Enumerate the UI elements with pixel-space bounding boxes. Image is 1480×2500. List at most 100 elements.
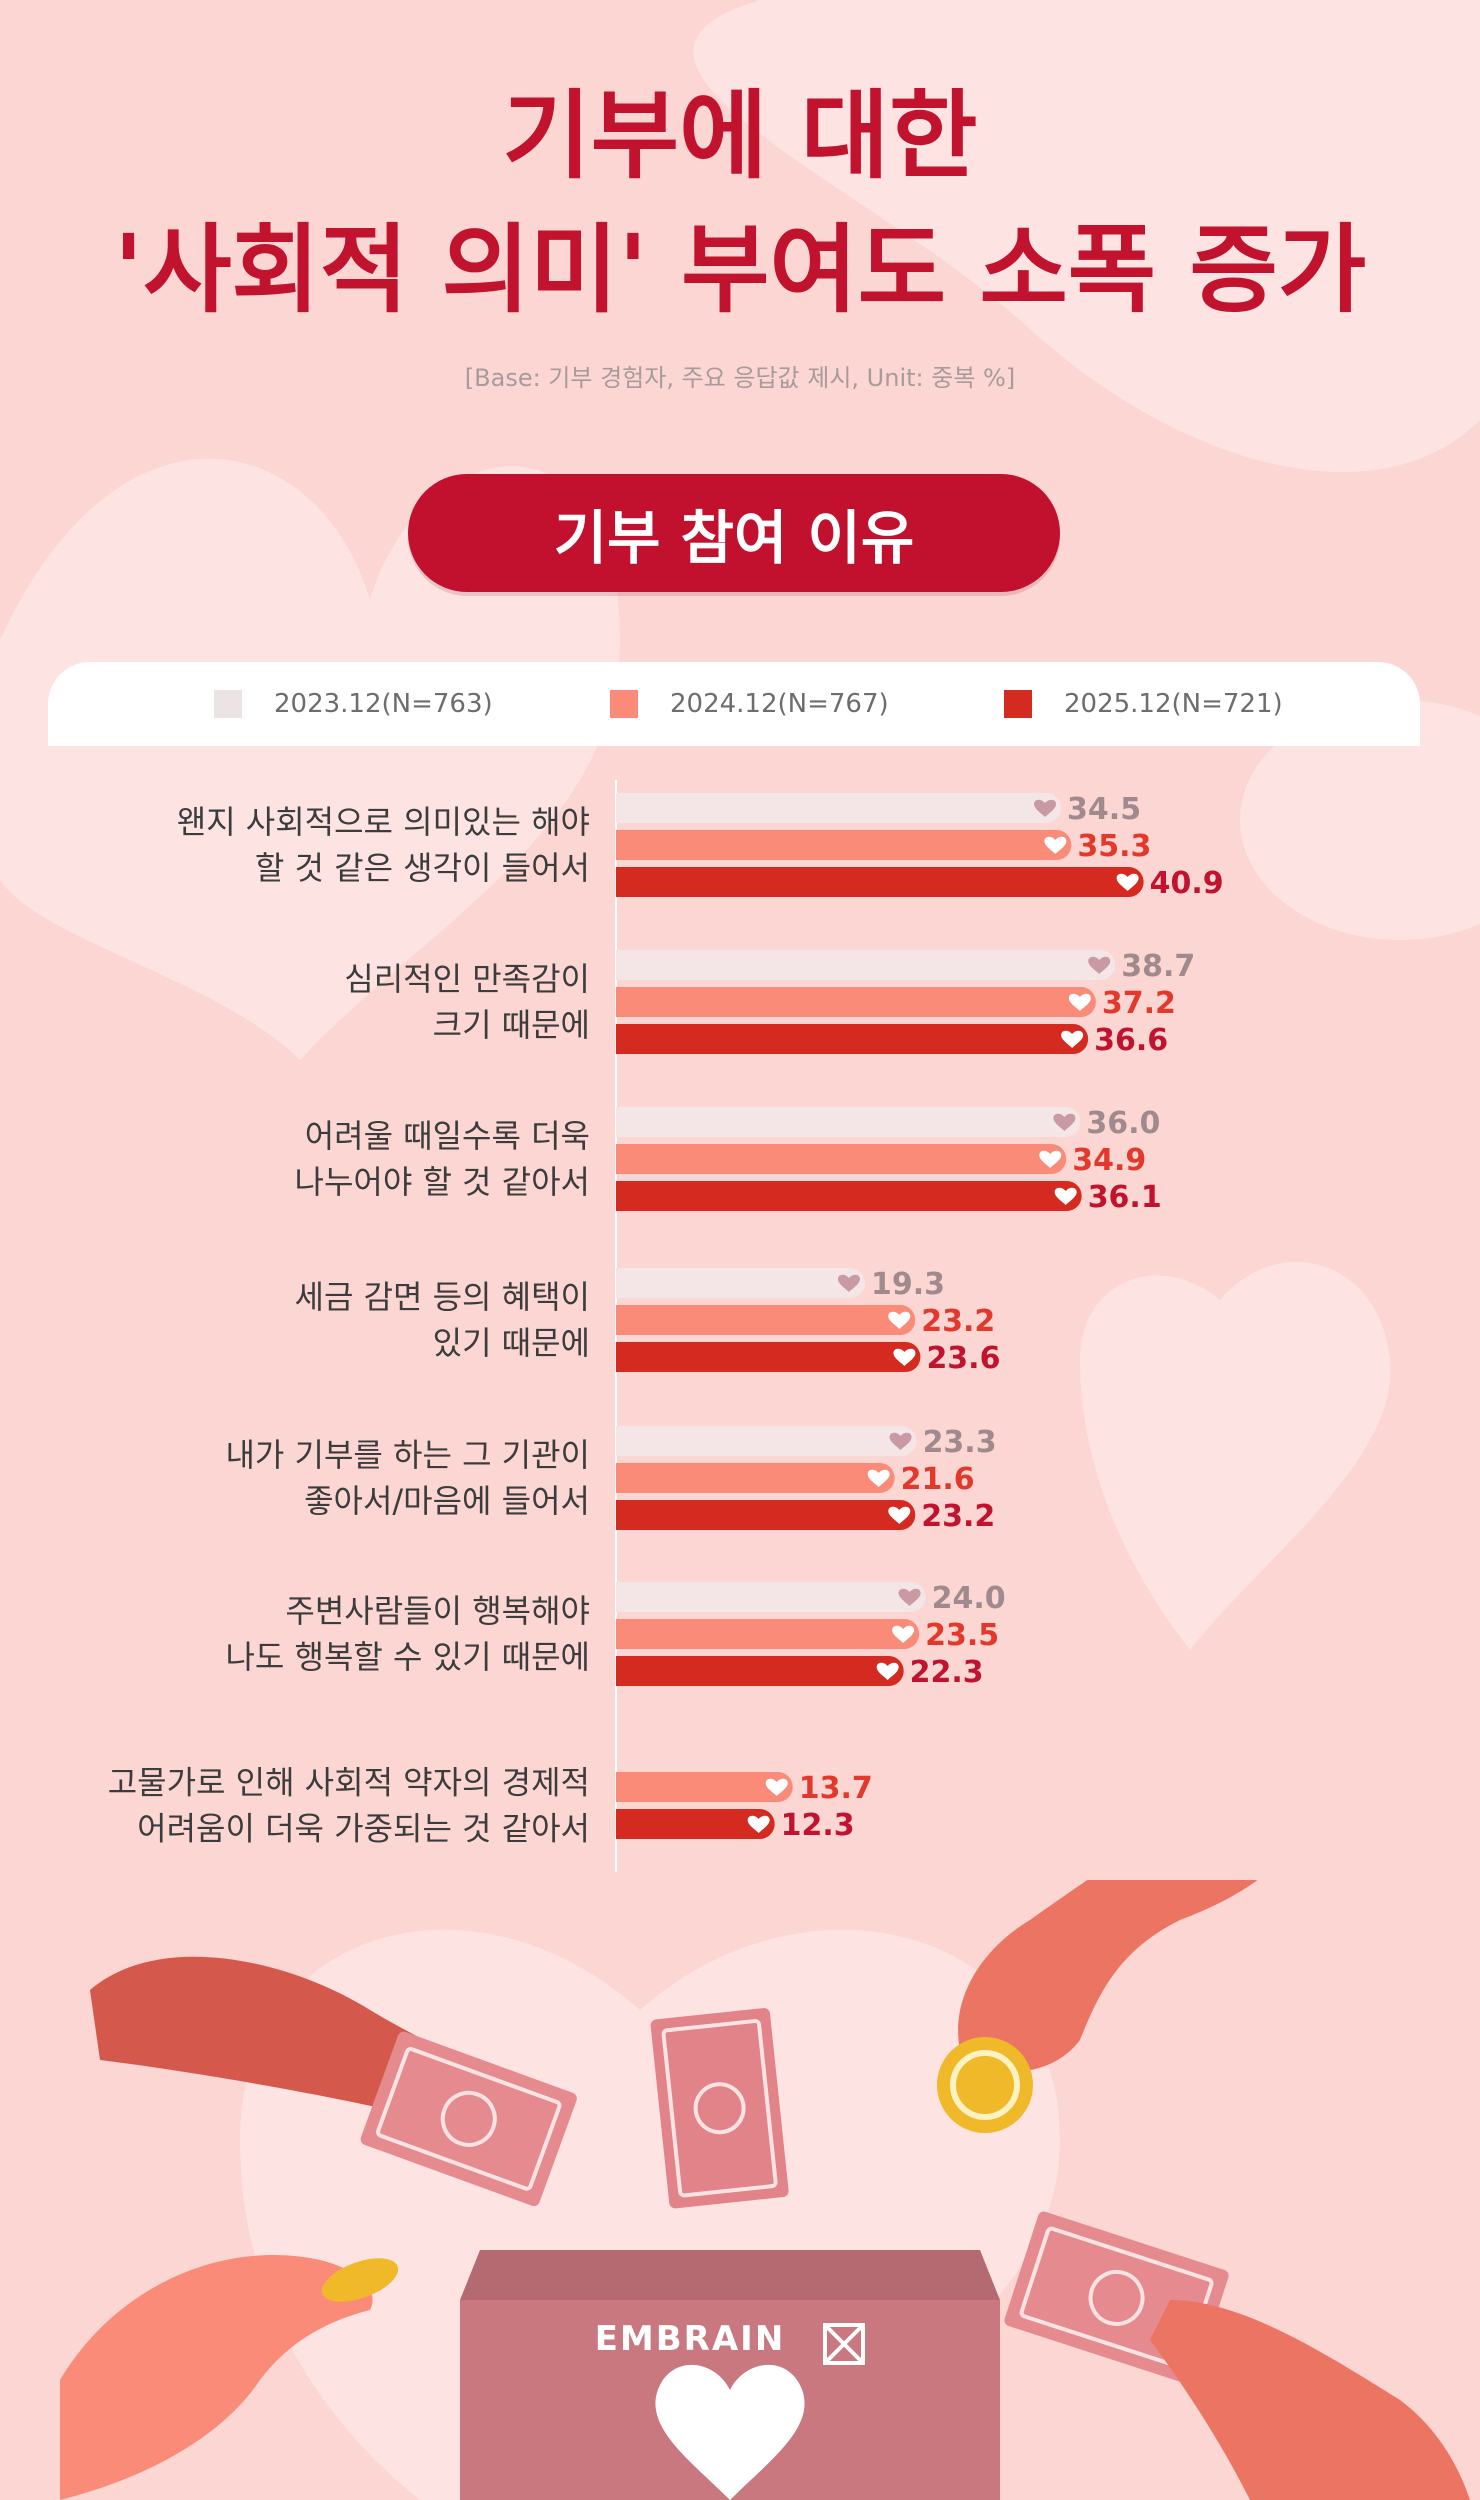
bar-2024-base [616,1772,646,1802]
heart-marker-icon [888,1311,911,1329]
bar-2024-base [616,987,646,1017]
heart-marker-icon [1053,1113,1076,1131]
bar-2024 [616,1772,793,1802]
bar-2025 [616,1656,904,1686]
value-label-2025: 36.1 [1088,1180,1162,1215]
bar-2024 [616,1463,895,1493]
category-label-line: 어려울 때일수록 더욱 [305,1117,590,1155]
value-label-2023: 19.3 [871,1267,945,1302]
value-label-2023: 36.0 [1086,1106,1160,1141]
category-label-line: 내가 기부를 하는 그 기관이 [225,1436,590,1474]
category-label-line: 어려움이 더욱 가중되는 것 같아서 [137,1810,590,1848]
bg-blob-right [1240,700,1480,940]
category-label-line: 할 것 같은 생각이 들어서 [255,849,590,887]
value-label-2025: 23.2 [921,1499,995,1534]
legend-item-2025: 2025.12(N=721) [1004,662,1283,746]
category-label-line: 있기 때문에 [433,1324,590,1362]
bar-2024-base [616,1305,646,1335]
hand-bottom-right [1150,2300,1470,2500]
title-line-2: '사회적 의미' 부여도 소폭 증가 [113,214,1367,326]
category-label-line: 심리적인 만족감이 [344,960,590,998]
heart-marker-icon [1061,1030,1084,1048]
bar-2025 [616,1024,1089,1054]
category-label-line: 고물가로 인해 사회적 약자의 경제적 [108,1764,590,1802]
bar-2025 [616,1500,916,1530]
legend: 2023.12(N=763) 2024.12(N=767) 2025.12(N=… [48,662,1420,746]
category-label: 왠지 사회적으로 의미있는 해야 할 것 같은 생각이 들어서 [177,803,590,887]
bar-2023 [616,1426,917,1456]
heart-marker-icon [747,1815,770,1833]
value-label-2025: 12.3 [781,1808,855,1843]
bar-2025-base [616,1024,646,1054]
category-label-line: 나누어야 할 것 같아서 [295,1163,590,1201]
bg-heart-top-right [693,0,1480,473]
category-label-line: 좋아서/마음에 들어서 [304,1482,590,1520]
hand-top-right [958,1880,1258,2072]
bar-2025-base [616,1181,646,1211]
category-label-line: 주변사람들이 행복해야 [285,1592,590,1630]
bar-2023 [616,1582,926,1612]
bar-chart: 왠지 사회적으로 의미있는 해야 할 것 같은 생각이 들어서 34.535.340… [108,780,1224,1872]
bar-2024 [616,830,1072,860]
heart-marker-icon [898,1588,921,1606]
hand-top-left [90,1956,480,2116]
bar-2023-base [616,1426,646,1456]
bar-2024-base [616,1463,646,1493]
bar-2024-base [616,1144,646,1174]
heart-marker-icon [867,1469,890,1487]
legend-swatch-2023 [214,690,242,718]
hand-bottom-left [60,2255,373,2500]
bar-2024 [616,1305,916,1335]
bar-2025 [616,1181,1082,1211]
bar-2023-base [616,1268,646,1298]
section-label-pill: 기부 참여 이유 [408,474,1060,592]
bar-2024-base [616,1619,646,1649]
money-bill-icon [360,2031,577,2207]
heart-marker-icon [892,1625,915,1643]
value-label-2024: 37.2 [1102,986,1176,1021]
heart-marker-icon [889,1432,912,1450]
brand-logo: EMBRAIN [595,2319,786,2359]
legend-swatch-2025 [1004,690,1032,718]
category-label: 주변사람들이 행복해야 나도 행복할 수 있기 때문에 [225,1592,590,1676]
bar-2023 [616,1268,865,1298]
value-label-2024: 13.7 [799,1771,873,1806]
category-label-line: 세금 감면 등의 혜택이 [295,1278,590,1316]
heart-marker-icon [1116,873,1139,891]
legend-label-2023: 2023.12(N=763) [274,689,493,719]
heart-marker-icon [1044,836,1067,854]
legend-label-2024: 2024.12(N=767) [670,689,889,719]
heart-marker-icon [893,1348,916,1366]
heart-marker-icon [1054,1187,1077,1205]
value-label-2025: 36.6 [1094,1023,1168,1058]
value-label-2024: 34.9 [1072,1143,1146,1178]
value-label-2025: 40.9 [1150,866,1224,901]
bar-2023-base [616,950,646,980]
title-line-1: 기부에 대한 [502,80,978,192]
bar-2025-base [616,1342,646,1372]
heart-marker-icon [1034,799,1057,817]
legend-item-2024: 2024.12(N=767) [610,662,889,746]
bg-heart-right-middle [1080,1261,1391,1650]
value-label-2024: 21.6 [901,1462,975,1497]
value-label-2025: 23.6 [926,1341,1000,1376]
legend-swatch-2024 [610,690,638,718]
legend-label-2025: 2025.12(N=721) [1064,689,1283,719]
subtitle: [Base: 기부 경험자, 주요 응답값 제시, Unit: 중복 %] [464,364,1016,392]
bar-2025-base [616,1500,646,1530]
bar-2025 [616,867,1144,897]
bar-2023-base [616,1582,646,1612]
bg-heart-left [0,458,620,1060]
bar-2024-base [616,830,646,860]
value-label-2023: 38.7 [1121,949,1195,984]
value-label-2024: 35.3 [1077,829,1151,864]
heart-marker-icon [876,1662,899,1680]
heart-marker-icon [1088,956,1111,974]
donation-box [460,2250,1000,2500]
bar-2025-base [616,1656,646,1686]
coin-icon [937,2037,1033,2133]
small-coin-icon [321,2258,399,2302]
